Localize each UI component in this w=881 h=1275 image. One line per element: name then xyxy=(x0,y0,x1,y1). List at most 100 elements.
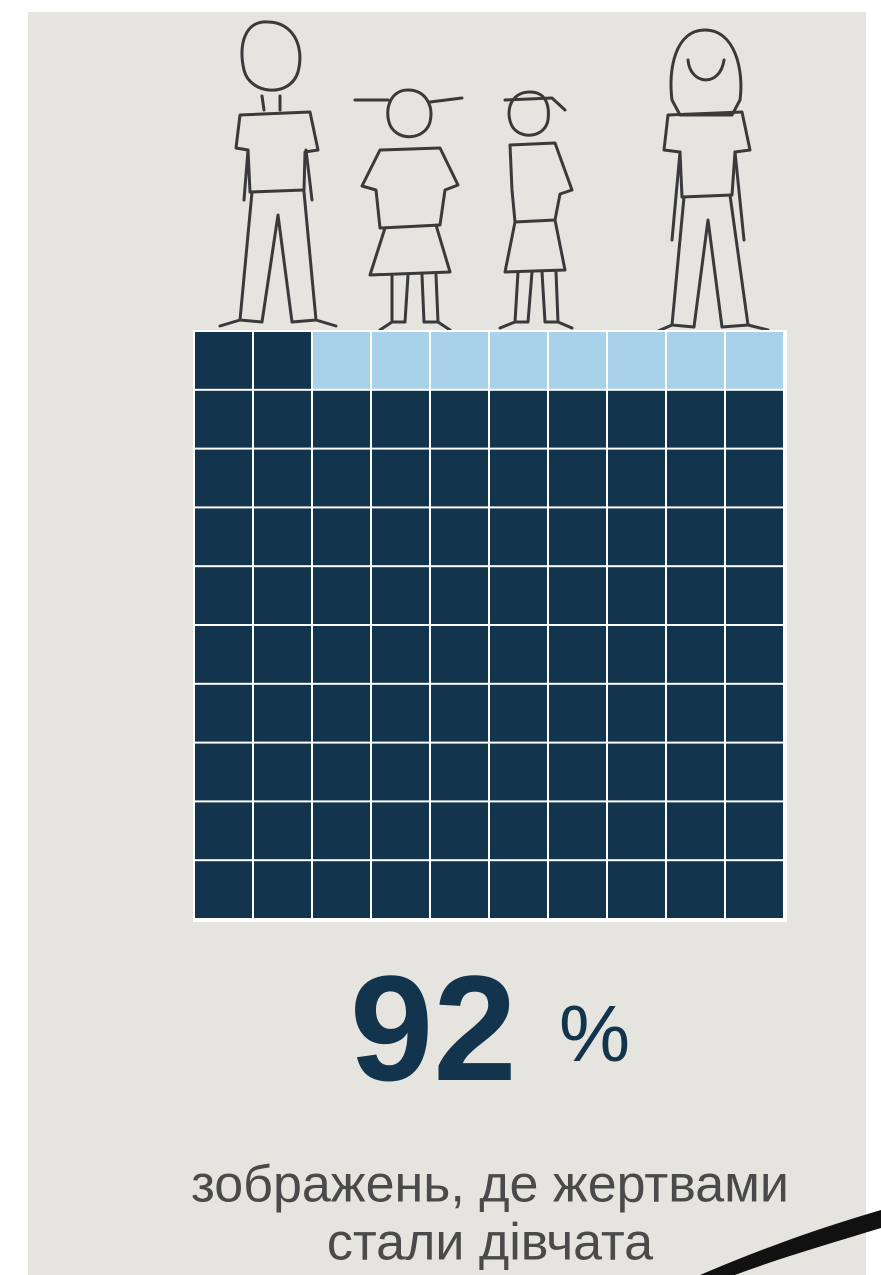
waffle-cell xyxy=(726,684,783,742)
decorative-curve xyxy=(700,1210,881,1275)
waffle-cell xyxy=(490,684,547,742)
waffle-cell xyxy=(431,390,488,448)
waffle-cell xyxy=(431,508,488,566)
waffle-cell xyxy=(667,802,724,860)
value-label: 92 % xyxy=(350,944,630,1112)
waffle-cell xyxy=(726,802,783,860)
waffle-cell xyxy=(431,567,488,624)
waffle-cell xyxy=(372,390,429,448)
waffle-cell xyxy=(313,626,370,683)
empty-cell xyxy=(313,332,370,389)
empty-cell xyxy=(549,332,606,389)
waffle-cell xyxy=(372,508,429,566)
waffle-cell xyxy=(549,802,606,860)
value-unit: % xyxy=(537,989,630,1078)
waffle-cell xyxy=(431,802,488,860)
waffle-cell xyxy=(726,449,783,507)
waffle-cell xyxy=(667,684,724,742)
waffle-cell xyxy=(549,567,606,624)
waffle-cell xyxy=(726,743,783,801)
waffle-cell xyxy=(254,508,311,566)
caption-line: зображень, де жертвами xyxy=(191,1156,789,1214)
waffle-cell xyxy=(313,390,370,448)
waffle-cell xyxy=(254,567,311,624)
waffle-cell xyxy=(490,508,547,566)
waffle-cell xyxy=(608,743,665,801)
waffle-cell xyxy=(195,743,252,801)
waffle-cell xyxy=(490,390,547,448)
waffle-cell xyxy=(667,449,724,507)
waffle-cell xyxy=(726,861,783,918)
waffle-cell xyxy=(195,626,252,683)
waffle-cell xyxy=(608,861,665,918)
waffle-cell xyxy=(372,567,429,624)
empty-cell xyxy=(431,332,488,389)
waffle-cell xyxy=(313,449,370,507)
waffle-cell xyxy=(608,802,665,860)
waffle-cell xyxy=(608,390,665,448)
waffle-cell xyxy=(490,626,547,683)
waffle-cell xyxy=(608,567,665,624)
waffle-cell xyxy=(313,802,370,860)
waffle-cell xyxy=(608,626,665,683)
waffle-cell xyxy=(254,861,311,918)
waffle-cell xyxy=(490,743,547,801)
waffle-cell xyxy=(313,567,370,624)
waffle-cell xyxy=(490,861,547,918)
waffle-cell xyxy=(372,449,429,507)
caption-line: стали дівчата xyxy=(327,1214,653,1272)
empty-cell xyxy=(372,332,429,389)
waffle-cell xyxy=(549,684,606,742)
waffle-cell xyxy=(726,390,783,448)
waffle-cell xyxy=(195,332,252,389)
waffle-cell xyxy=(667,390,724,448)
waffle-cell xyxy=(254,449,311,507)
waffle-cell xyxy=(195,508,252,566)
waffle-cell xyxy=(254,626,311,683)
waffle-cell xyxy=(254,390,311,448)
waffle-cell xyxy=(313,684,370,742)
waffle-cell xyxy=(726,626,783,683)
waffle-cell xyxy=(726,567,783,624)
waffle-cell xyxy=(195,861,252,918)
waffle-cell xyxy=(431,861,488,918)
waffle-grid xyxy=(195,332,783,918)
empty-cell xyxy=(608,332,665,389)
waffle-cell xyxy=(667,861,724,918)
figure-woman-curly xyxy=(218,20,338,328)
waffle-cell xyxy=(431,449,488,507)
waffle-cell xyxy=(254,743,311,801)
waffle-cell xyxy=(549,743,606,801)
value-number: 92 xyxy=(350,944,517,1112)
waffle-cell xyxy=(195,567,252,624)
empty-cell xyxy=(667,332,724,389)
waffle-cell xyxy=(608,684,665,742)
waffle-cell xyxy=(431,626,488,683)
figure-woman-long-hair xyxy=(654,28,770,334)
waffle-cell xyxy=(313,743,370,801)
waffle-cell xyxy=(372,626,429,683)
figure-girl-cap xyxy=(498,90,574,330)
waffle-cell xyxy=(372,861,429,918)
waffle-cell xyxy=(549,390,606,448)
waffle-cell xyxy=(254,684,311,742)
waffle-cell xyxy=(667,626,724,683)
waffle-cell xyxy=(431,743,488,801)
waffle-cell xyxy=(195,802,252,860)
waffle-cell xyxy=(490,802,547,860)
waffle-cell xyxy=(313,861,370,918)
waffle-cell xyxy=(372,743,429,801)
waffle-cell xyxy=(195,449,252,507)
empty-cell xyxy=(726,332,783,389)
waffle-cell xyxy=(726,508,783,566)
waffle-cell xyxy=(667,508,724,566)
figure-girl-pigtails xyxy=(353,88,464,332)
empty-cell xyxy=(490,332,547,389)
waffle-cell xyxy=(667,743,724,801)
waffle-cell xyxy=(195,684,252,742)
waffle-cell xyxy=(608,508,665,566)
waffle-cell xyxy=(549,626,606,683)
waffle-cell xyxy=(549,861,606,918)
